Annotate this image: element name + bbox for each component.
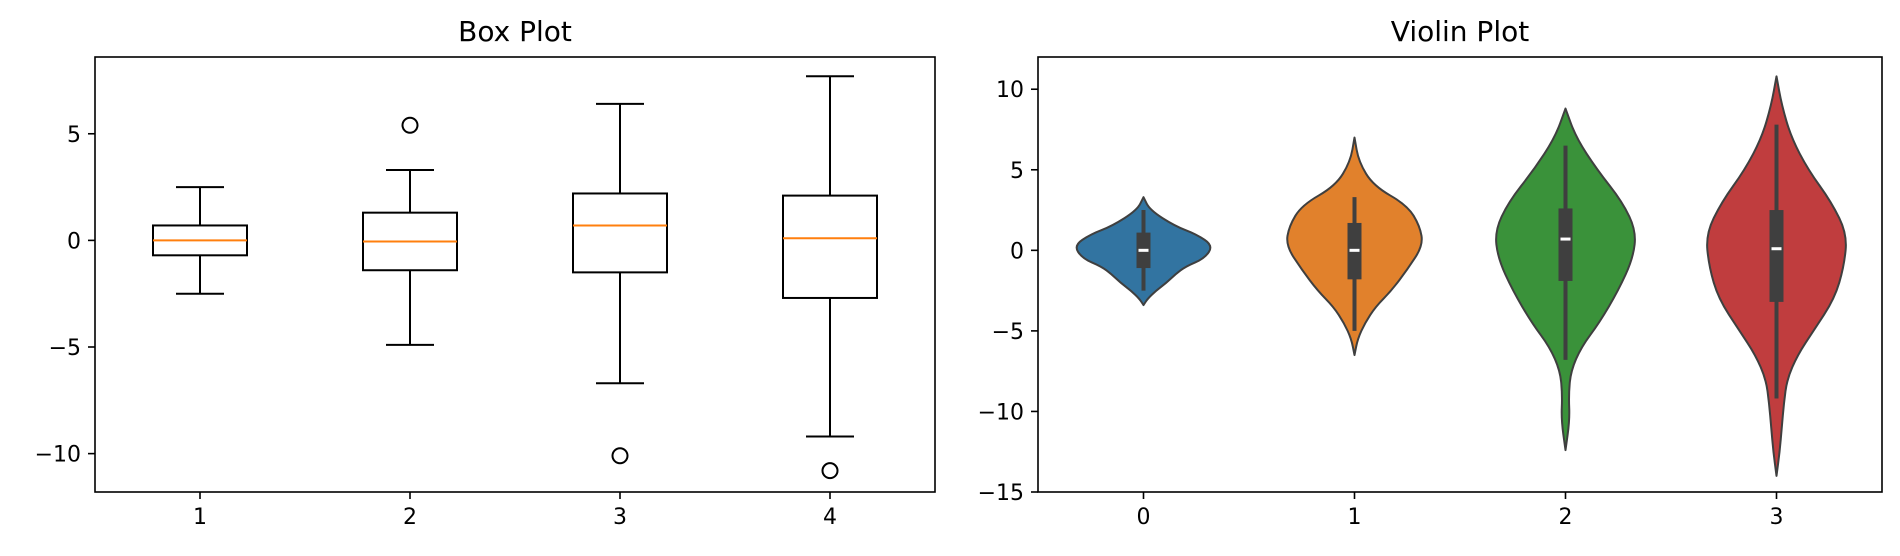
y-tick-label: −10 <box>35 443 81 468</box>
y-tick-label: 0 <box>1010 239 1024 264</box>
outlier-point <box>821 462 839 480</box>
violin-plot-panel: Violin Plot 10 5 0 −5 −10 −15 0 1 2 3 <box>978 15 1883 530</box>
violin-plot-marks <box>1075 75 1847 477</box>
y-tick-label: −10 <box>978 400 1024 425</box>
outlier-point <box>611 447 629 465</box>
x-tick-label: 2 <box>1559 505 1573 530</box>
x-tick-label: 3 <box>613 505 627 530</box>
x-tick-label: 1 <box>193 505 207 530</box>
y-tick-label: −5 <box>49 336 81 361</box>
box-iqr <box>572 192 668 274</box>
violin-0 <box>1075 196 1212 307</box>
box-plot-axes: 5 0 −5 −10 1 2 3 4 <box>35 123 837 530</box>
violin-2 <box>1495 107 1636 452</box>
x-tick-label: 1 <box>1348 505 1362 530</box>
y-tick-label: 0 <box>67 229 81 254</box>
inner-iqr-box <box>1558 208 1573 281</box>
inner-iqr-box <box>1769 210 1784 302</box>
box-plot-panel: Box Plot 5 0 −5 −10 1 2 3 4 <box>35 15 936 530</box>
box-iqr <box>782 194 878 299</box>
box-4 <box>782 75 878 480</box>
y-tick-label: −5 <box>992 320 1024 345</box>
box-plot-frame <box>94 56 936 493</box>
violin-plot-frame <box>1037 56 1883 493</box>
box-plot-marks <box>152 75 878 480</box>
violin-1 <box>1286 136 1423 357</box>
box-3 <box>572 102 668 465</box>
y-tick-label: 5 <box>67 123 81 148</box>
violin-3 <box>1706 75 1847 477</box>
box-1 <box>152 186 248 295</box>
violin-plot-axes: 10 5 0 −5 −10 −15 0 1 2 3 <box>978 78 1784 530</box>
y-tick-label: −15 <box>978 481 1024 506</box>
x-tick-label: 4 <box>823 505 837 530</box>
x-tick-label: 0 <box>1137 505 1151 530</box>
violin-plot-title: Violin Plot <box>1391 15 1529 48</box>
box-plot-title: Box Plot <box>458 15 572 48</box>
y-tick-label: 5 <box>1010 159 1024 184</box>
box-2 <box>362 116 458 346</box>
y-tick-label: 10 <box>996 78 1024 103</box>
x-tick-label: 3 <box>1770 505 1784 530</box>
outlier-point <box>401 116 419 134</box>
x-tick-label: 2 <box>403 505 417 530</box>
